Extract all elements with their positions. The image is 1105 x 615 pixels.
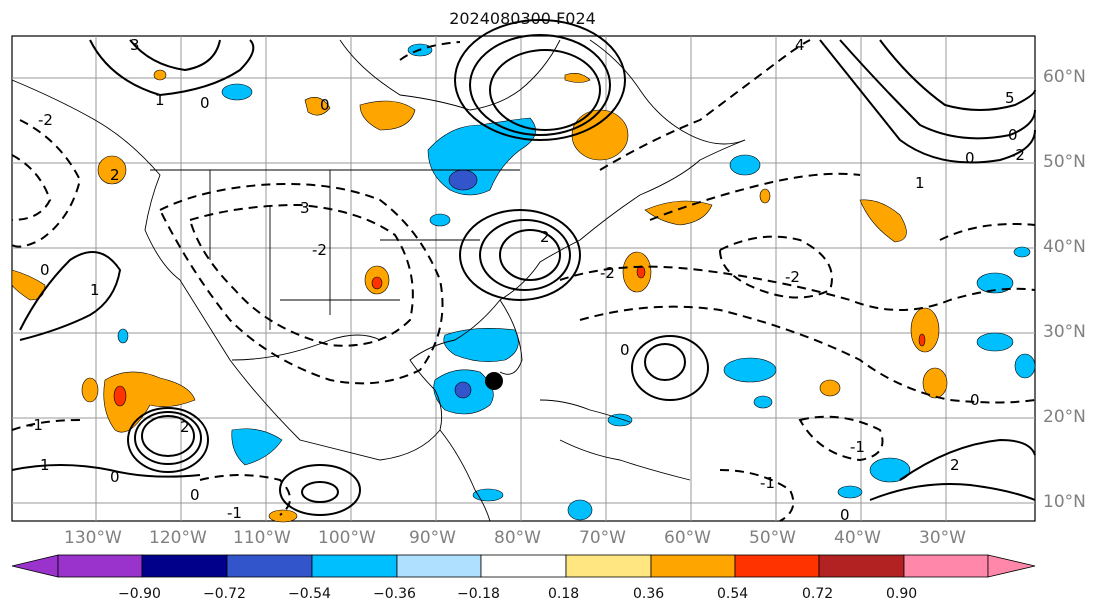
contour-label: 1: [155, 91, 165, 109]
colorbar: [11, 554, 1036, 578]
colorbar-tick-label: −0.72: [203, 586, 246, 602]
contour-label: 0: [840, 506, 850, 524]
colorbar-tick-label: −0.36: [373, 586, 416, 602]
contour-label: -2: [600, 264, 615, 282]
colorbar-tick-label: 0.54: [717, 586, 749, 602]
colorbar-tick-label: 0.90: [886, 586, 918, 602]
longitude-label: 110°W: [233, 528, 291, 548]
contour-label: 2: [180, 418, 190, 436]
colorbar-tick-label: −0.54: [288, 586, 331, 602]
contour-label: -1: [760, 474, 775, 492]
longitude-label: 120°W: [149, 528, 207, 548]
contour-label: 0: [40, 261, 50, 279]
latitude-label: 10°N: [1043, 492, 1086, 512]
colorbar-segment: [734, 554, 820, 578]
colorbar-segment: [57, 554, 143, 578]
colorbar-segment: [650, 554, 736, 578]
contour-label: 2: [950, 456, 960, 474]
coastlines: [11, 39, 746, 522]
storm-center-dot: [485, 372, 503, 390]
contour-label: 3: [130, 36, 140, 54]
longitude-label: 130°W: [64, 528, 122, 548]
longitude-label: 90°W: [409, 528, 456, 548]
map-title: 2024080300 F024: [449, 9, 596, 28]
contour-label: 3: [300, 199, 310, 217]
longitude-label: 60°W: [664, 528, 711, 548]
colorbar-segment: [565, 554, 652, 578]
colorbar-tick-label: −0.18: [457, 586, 500, 602]
colorbar-segment: [903, 554, 989, 578]
colorbar-segment: [141, 554, 228, 578]
longitude-label: 30°W: [919, 528, 966, 548]
contour-label: 0: [190, 486, 200, 504]
longitude-label: 100°W: [318, 528, 376, 548]
contour-label: 2: [110, 166, 120, 184]
contour-label: 0: [970, 391, 980, 409]
longitude-label: 40°W: [834, 528, 881, 548]
contour-label: 0: [1008, 126, 1018, 144]
contour-label: -2: [312, 241, 327, 259]
contour-label: -1: [850, 438, 865, 456]
colorbar-tick-label: −0.90: [118, 586, 161, 602]
contour-label: 0: [620, 341, 630, 359]
colorbar-segment: [987, 554, 1036, 578]
graticule: [12, 36, 1035, 521]
contour-label: 0: [965, 149, 975, 167]
colorbar-tick-label: 0.18: [548, 586, 580, 602]
latitude-label: 50°N: [1043, 152, 1086, 172]
latitude-label: 40°N: [1043, 237, 1086, 257]
contour-label: 1: [915, 174, 925, 192]
contour-label: 2: [540, 228, 550, 246]
negative-contours: [11, 39, 1036, 522]
negative-anomaly-areas: [117, 43, 1036, 521]
contour-label: 0: [110, 468, 120, 486]
contour-label: 1: [90, 281, 100, 299]
colorbar-tick-label: 0.36: [633, 586, 665, 602]
contour-label: -1: [28, 416, 43, 434]
map-panel: 0 0 0 0 0 0 0 0 0 0 -1 -1 -1 -1 -2 -2 -2…: [11, 19, 1036, 524]
contour-label: 0: [320, 96, 330, 114]
positive-contours: [11, 19, 1036, 516]
contour-label: -2: [38, 111, 53, 129]
contour-label: -2: [1010, 146, 1025, 164]
longitude-label: 70°W: [579, 528, 626, 548]
contour-label: -2: [785, 268, 800, 286]
latitude-label: 30°N: [1043, 322, 1086, 342]
longitude-label: 80°W: [494, 528, 541, 548]
positive-anomaly-areas: [11, 69, 948, 523]
longitude-label: 50°W: [749, 528, 796, 548]
latitude-label: 60°N: [1043, 67, 1086, 87]
colorbar-segment: [480, 554, 567, 578]
colorbar-segment: [226, 554, 313, 578]
contour-label: 5: [1005, 89, 1015, 107]
colorbar-segment: [11, 554, 59, 578]
colorbar-segment: [311, 554, 398, 578]
contour-label: 4: [795, 36, 805, 54]
contour-label: -1: [227, 504, 242, 522]
contour-label: 1: [40, 456, 50, 474]
colorbar-segment: [818, 554, 905, 578]
colorbar-segment: [396, 554, 482, 578]
colorbar-tick-label: 0.72: [802, 586, 834, 602]
contour-label-group: 0 0 0 0 0 0 0 0 0 0 -1 -1 -1 -1 -2 -2 -2…: [28, 36, 1025, 524]
latitude-label: 20°N: [1043, 407, 1086, 427]
contour-label: 0: [200, 94, 210, 112]
